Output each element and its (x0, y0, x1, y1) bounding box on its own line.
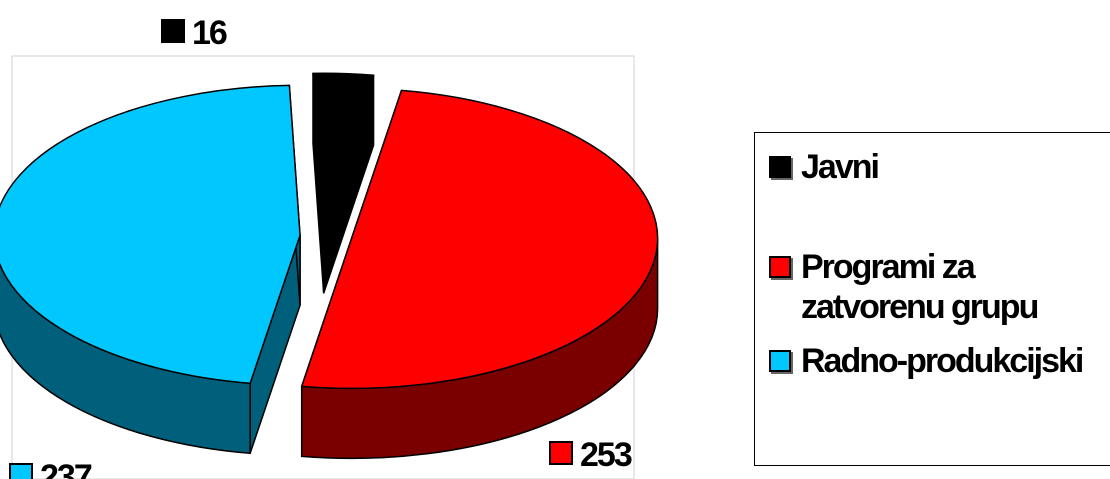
slice-javni (312, 72, 375, 224)
legend-swatch-radno (769, 350, 791, 372)
legend-item-programi: Programi za zatvorenu grupu (769, 247, 1039, 327)
legend-label-programi-line2: zatvorenu grupu (801, 288, 1039, 326)
data-label-programi-za-zatvorenu-grupu: 253 (580, 436, 632, 474)
legend-item-radno: Radno-produkcijski (769, 341, 1084, 381)
slice-programi-za-zatvorenu-grupu (300, 89, 659, 390)
data-labels: 16 253 237 (9, 14, 634, 479)
legend-item-javni: Javni (769, 147, 880, 187)
legend-label-radno: Radno-produkcijski (801, 342, 1084, 380)
chart-legend: Javni Programi za zatvorenu grupu Radno-… (754, 132, 1110, 466)
data-label-radno-produkcijski: 237 (40, 458, 92, 479)
data-label-swatch-radno-produkcijski (9, 463, 33, 479)
pie-slices (0, 72, 659, 460)
data-label-swatch-javni (161, 19, 185, 43)
legend-swatch-javni (769, 156, 791, 178)
legend-label-javni: Javni (801, 148, 880, 186)
data-label-swatch-programi-za-zatvorenu-grupu (549, 441, 573, 465)
slice-radno-produkcijski (0, 84, 301, 385)
legend-label-programi: Programi za zatvorenu grupu (801, 247, 1039, 327)
data-label-javni: 16 (192, 14, 227, 52)
legend-label-programi-line1: Programi za (801, 248, 976, 286)
legend-swatch-programi (769, 256, 791, 278)
